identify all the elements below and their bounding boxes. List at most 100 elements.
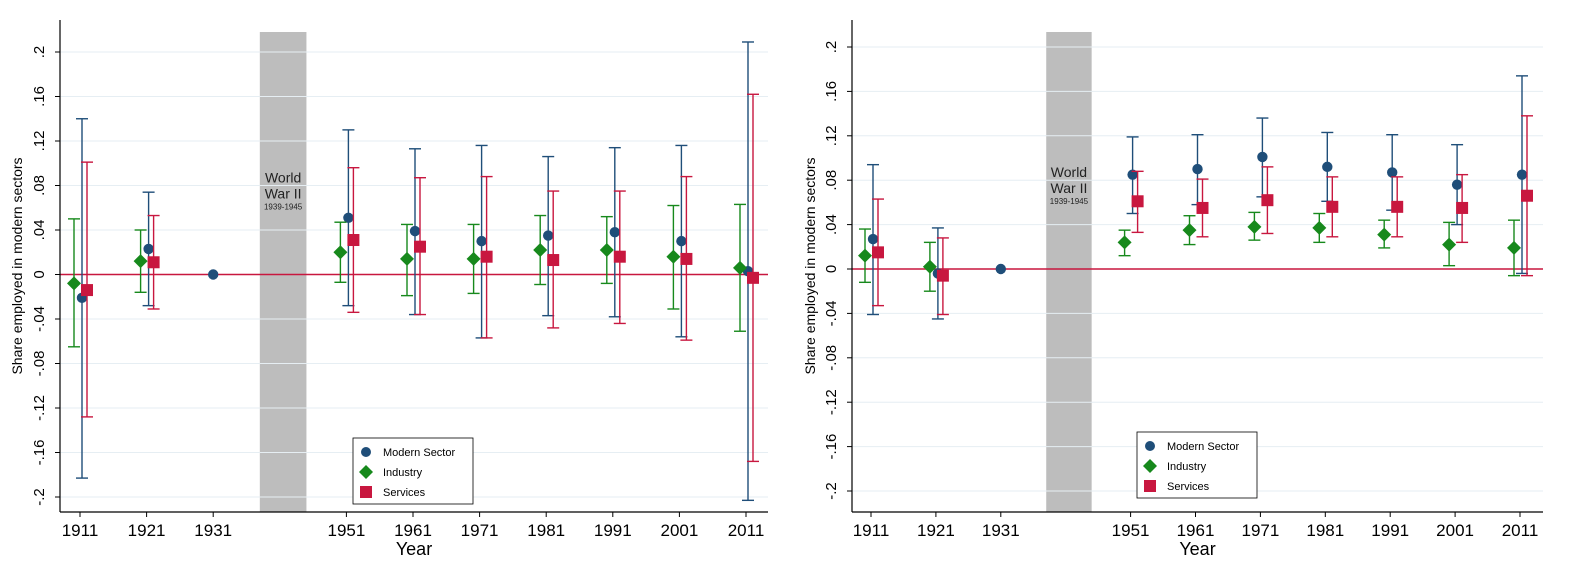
point-modern-sector (995, 263, 1006, 275)
legend-label: Services (383, 487, 426, 499)
point-services (680, 252, 693, 265)
point-industry (1117, 235, 1132, 250)
series-circle (867, 75, 1528, 320)
x-tick-label: 1931 (982, 521, 1020, 540)
point-industry (533, 243, 548, 258)
point-industry (67, 276, 81, 291)
point-modern-sector (543, 230, 554, 241)
legend-marker-modern-sector (361, 447, 371, 457)
point-services (480, 250, 493, 263)
point-services (747, 271, 759, 284)
legend-label: Industry (1167, 461, 1207, 473)
legend-label: Modern Sector (1167, 441, 1239, 453)
war-years: 1939-1945 (1050, 197, 1089, 206)
point-modern-sector (1451, 179, 1463, 190)
point-services (1131, 195, 1144, 208)
y-tick-label: .12 (31, 131, 48, 152)
point-industry (1247, 219, 1262, 234)
point-industry (599, 243, 614, 258)
series-diamond (67, 203, 747, 348)
y-tick-label: .2 (31, 46, 48, 59)
point-services (613, 250, 626, 263)
x-tick-label: 1951 (327, 521, 365, 540)
point-modern-sector (208, 269, 219, 280)
legend-label: Services (1167, 481, 1210, 493)
y-axis-title: Share employed in modern sectors (802, 157, 818, 374)
y-tick-label: .12 (823, 125, 840, 146)
point-services (547, 254, 560, 267)
point-services (1521, 189, 1533, 202)
point-modern-sector (143, 243, 154, 255)
y-tick-label: .08 (31, 175, 48, 196)
war-label-line2: War II (1051, 180, 1088, 196)
legend: Modern Sector Industry Services (352, 437, 474, 505)
point-modern-sector (409, 225, 421, 237)
series-circle (76, 41, 754, 502)
war-band (1046, 32, 1092, 512)
y-tick-label: -.12 (31, 395, 48, 421)
point-industry (333, 245, 348, 260)
x-tick-label: 1961 (1177, 521, 1215, 540)
y-tick-label: -.2 (823, 482, 840, 500)
x-tick-label: 1991 (1371, 521, 1409, 540)
point-industry (666, 249, 681, 264)
point-industry (400, 251, 414, 266)
x-tick-label: 1981 (1306, 521, 1344, 540)
y-tick-label: -.04 (31, 306, 48, 332)
legend-marker-services (360, 486, 372, 498)
war-label-line2: War II (265, 185, 302, 201)
point-industry (1182, 223, 1197, 238)
legend-marker-services (1144, 480, 1156, 492)
y-tick-label: -.16 (31, 440, 48, 466)
x-tick-label: 1951 (1112, 521, 1150, 540)
series-diamond (858, 211, 1521, 292)
legend-box (352, 437, 474, 505)
y-tick-label: -.2 (31, 488, 48, 506)
legend-marker-industry (1143, 459, 1157, 473)
x-tick-label: 1971 (461, 521, 499, 540)
x-tick-label: 1921 (917, 521, 955, 540)
war-label-line1: World (265, 169, 301, 185)
point-modern-sector (676, 235, 687, 247)
point-services (1456, 201, 1469, 214)
point-industry (733, 260, 747, 275)
y-tick-label: -.16 (823, 434, 840, 460)
y-tick-label: 0 (31, 270, 48, 278)
point-services (1391, 200, 1404, 213)
y-tick-label: .08 (823, 170, 840, 191)
point-services (414, 240, 426, 253)
point-modern-sector (1516, 169, 1528, 180)
x-axis-title: Year (1179, 539, 1215, 559)
y-tick-label: .04 (31, 220, 48, 241)
legend: Modern Sector Industry Services (1136, 431, 1258, 499)
y-tick-label: .04 (823, 214, 840, 235)
x-tick-label: 1991 (594, 521, 632, 540)
point-industry (133, 254, 148, 269)
legend-marker-modern-sector (1145, 441, 1155, 451)
y-tick-label: -.08 (823, 345, 840, 371)
y-tick-label: -.04 (823, 300, 840, 326)
point-industry (922, 259, 937, 274)
x-tick-label: 1981 (527, 521, 565, 540)
point-industry (1507, 240, 1521, 255)
y-tick-label: .2 (823, 41, 840, 54)
point-services (347, 234, 360, 247)
point-services (1196, 201, 1209, 214)
y-tick-label: .16 (823, 81, 840, 102)
point-modern-sector (1387, 167, 1398, 178)
point-modern-sector (476, 235, 487, 247)
y-tick-label: 0 (823, 265, 840, 273)
point-modern-sector (609, 227, 620, 238)
war-label-line1: World (1051, 164, 1087, 180)
point-services (936, 269, 949, 282)
series-square (81, 93, 759, 463)
point-modern-sector (1322, 161, 1333, 173)
point-services (147, 256, 160, 269)
y-tick-label: -.08 (31, 351, 48, 377)
war-years: 1939-1945 (264, 202, 303, 211)
point-services (1326, 200, 1339, 213)
point-services (872, 246, 884, 259)
